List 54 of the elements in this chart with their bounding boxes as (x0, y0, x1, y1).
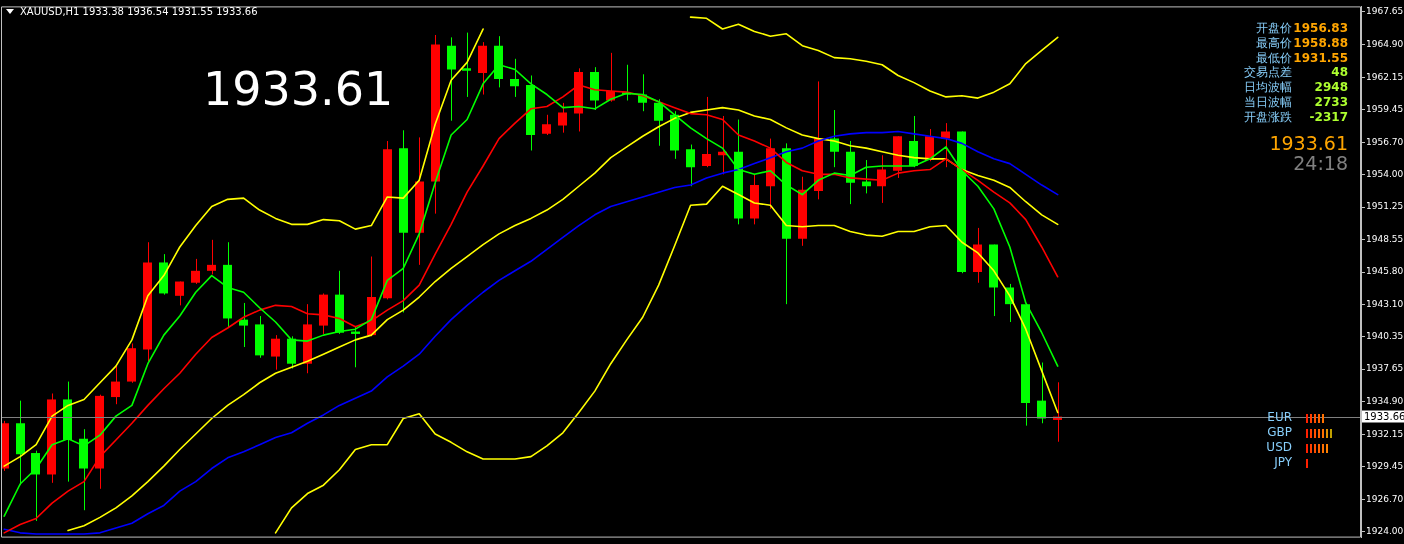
y-tick-label: 1924.00 (1366, 525, 1404, 536)
candlestick (239, 302, 248, 348)
candlestick (686, 144, 695, 187)
candlestick (542, 114, 551, 136)
y-tick-label: 1937.65 (1366, 363, 1404, 374)
text: 1933.61 (1269, 132, 1348, 154)
candlestick (941, 122, 950, 168)
y-tick-label: 1934.90 (1366, 396, 1404, 407)
y-tick-label: 1932.15 (1366, 428, 1404, 439)
text: 24:18 (1293, 152, 1348, 174)
y-tick-label: 1929.45 (1366, 461, 1404, 472)
text: 1958.88 (1293, 36, 1348, 50)
ref-line-label: 1933.66 (1364, 410, 1404, 422)
y-tick-label: 1964.90 (1366, 38, 1404, 49)
text: GBP (1267, 425, 1292, 439)
y-tick-label: 1951.25 (1366, 201, 1404, 212)
text: 2948 (1314, 80, 1348, 94)
y-tick-label: 1948.55 (1366, 233, 1404, 244)
text: 日均波幅 (1244, 80, 1292, 94)
y-tick-label: 1959.45 (1366, 103, 1404, 114)
y-tick-label: 1940.35 (1366, 331, 1404, 342)
candlestick (558, 102, 567, 134)
text: 开盘价 (1256, 21, 1292, 35)
text: 开盘涨跌 (1244, 110, 1292, 124)
annotation: XAUUSD,H1 1933.38 1936.54 1931.55 1933.66 (20, 6, 258, 17)
text: USD (1266, 440, 1292, 454)
y-tick-label: 1962.15 (1366, 71, 1404, 82)
text: -2317 (1309, 110, 1348, 124)
y-tick-label: 1954.00 (1366, 168, 1404, 179)
y-tick-label: 1945.80 (1366, 266, 1404, 277)
text: 最高价 (1256, 36, 1292, 50)
text: 1931.55 (1293, 51, 1348, 65)
y-tick-label: 1943.10 (1366, 298, 1404, 309)
candlestick (462, 32, 471, 98)
text: 48 (1331, 65, 1348, 79)
candlestick (702, 96, 711, 168)
annotation: 1933.61 (203, 62, 394, 116)
text: EUR (1267, 410, 1292, 424)
candlestick (191, 258, 200, 285)
text: 交易点差 (1244, 65, 1292, 79)
candlestick (111, 365, 120, 405)
candlestick (447, 36, 456, 122)
candlestick (207, 239, 216, 275)
text: 2733 (1314, 95, 1348, 109)
y-tick-label: 1967.65 (1366, 6, 1404, 17)
text: 当日波幅 (1244, 95, 1292, 109)
y-tick-label: 1926.70 (1366, 493, 1404, 504)
candlestick (862, 159, 871, 194)
y-tick-label: 1956.70 (1366, 136, 1404, 147)
text: JPY (1274, 455, 1292, 469)
text: 最低价 (1256, 51, 1292, 65)
candlestick (271, 334, 280, 371)
text: 1956.83 (1293, 21, 1348, 35)
candlestick (654, 98, 663, 147)
